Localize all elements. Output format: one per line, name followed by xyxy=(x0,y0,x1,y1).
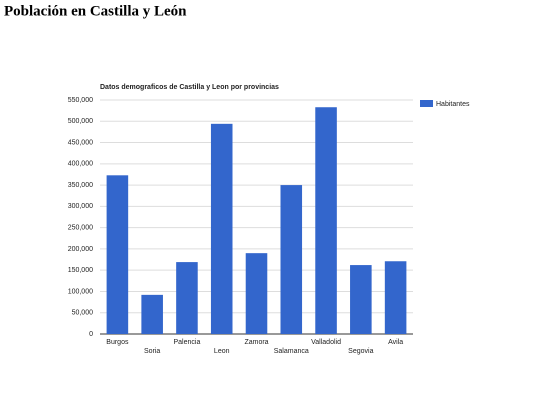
y-tick-label: 250,000 xyxy=(68,224,93,231)
bar xyxy=(106,175,129,334)
bar xyxy=(141,294,163,334)
x-tick-label: Valladolid xyxy=(311,339,341,346)
bar xyxy=(210,123,233,334)
legend-swatch xyxy=(420,100,433,107)
y-tick-label: 0 xyxy=(89,331,93,338)
y-tick-label: 150,000 xyxy=(68,267,93,274)
bar xyxy=(384,261,407,334)
x-tick-label: Leon xyxy=(214,348,230,355)
y-tick-label: 450,000 xyxy=(68,139,93,146)
x-tick-label: Salamanca xyxy=(274,348,309,355)
page-title: Población en Castilla y León xyxy=(4,3,187,19)
y-tick-label: 400,000 xyxy=(68,161,93,168)
bar xyxy=(315,107,337,334)
x-tick-label: Soria xyxy=(144,348,160,355)
x-tick-label: Burgos xyxy=(106,339,129,346)
bar xyxy=(245,253,268,334)
y-tick-label: 100,000 xyxy=(68,288,93,295)
y-tick-label: 350,000 xyxy=(68,182,93,189)
x-tick-label: Zamora xyxy=(244,339,268,346)
y-tick-label: 300,000 xyxy=(68,203,93,210)
y-tick-label: 500,000 xyxy=(68,118,93,125)
x-tick-label: Avila xyxy=(388,339,403,346)
bar xyxy=(350,265,372,334)
x-tick-label: Palencia xyxy=(174,339,201,346)
y-tick-label: 50,000 xyxy=(72,310,94,317)
y-tick-label: 550,000 xyxy=(68,97,93,104)
y-tick-label: 200,000 xyxy=(68,246,93,253)
bar xyxy=(280,185,303,334)
chart-title: Datos demograficos de Castilla y Leon po… xyxy=(100,84,279,91)
legend-label: Habitantes xyxy=(436,101,470,108)
bar xyxy=(176,262,198,334)
x-tick-label: Segovia xyxy=(348,348,373,355)
